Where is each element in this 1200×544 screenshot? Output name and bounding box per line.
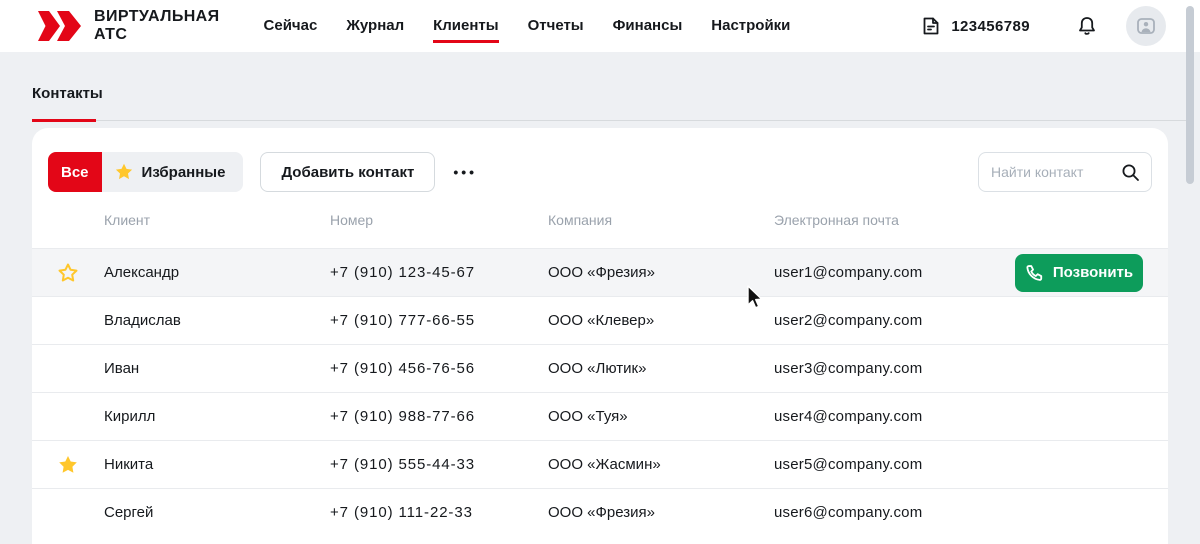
star-icon (114, 162, 134, 182)
contact-phone: +7 (910) 456-76-56 (330, 360, 476, 377)
contacts-toolbar: Все Избранные Добавить контакт ••• (32, 128, 1168, 192)
contact-company: ООО «Жасмин» (548, 456, 661, 473)
contact-name: Александр (104, 264, 180, 281)
notifications-button[interactable] (1076, 15, 1098, 37)
contact-email: user3@company.com (774, 360, 923, 377)
contact-name: Владислав (104, 312, 181, 329)
contact-email: user4@company.com (774, 408, 923, 425)
contact-phone: +7 (910) 777-66-55 (330, 312, 476, 329)
filter-favorites-label: Избранные (141, 163, 226, 181)
avatar[interactable] (1126, 6, 1166, 46)
favorite-star-outline-icon[interactable] (56, 261, 80, 285)
filter-favorites-button[interactable]: Избранные (101, 152, 244, 192)
table-row[interactable]: Кирилл +7 (910) 988-77-66 ООО «Туя» user… (32, 392, 1168, 440)
document-icon (920, 15, 942, 37)
search-input[interactable] (991, 164, 1120, 180)
contact-email: user6@company.com (774, 504, 923, 521)
header-company: Компания (548, 212, 613, 228)
tab-divider (32, 120, 1187, 121)
contacts-card: Все Избранные Добавить контакт ••• (32, 128, 1168, 544)
contact-name: Никита (104, 456, 154, 473)
search-icon[interactable] (1120, 162, 1141, 183)
header-client: Клиент (104, 212, 151, 228)
table-row[interactable]: Сергей +7 (910) 111-22-33 ООО «Фрезия» u… (32, 488, 1168, 536)
call-button-label: Позвонить (1052, 264, 1134, 281)
account-number: 123456789 (951, 17, 1030, 35)
brand-chevrons-icon (36, 11, 83, 41)
nav-item-settings[interactable]: Настройки (711, 17, 791, 34)
call-button[interactable]: Позвонить (1015, 253, 1143, 292)
contact-company: ООО «Фрезия» (548, 504, 655, 521)
nav-item-journal[interactable]: Журнал (346, 17, 405, 34)
phone-handset-icon (1025, 263, 1044, 282)
contact-name: Кирилл (104, 408, 156, 425)
brand-name: ВИРТУАЛЬНАЯ АТС (94, 8, 220, 43)
contact-company: ООО «Туя» (548, 408, 628, 425)
table-row[interactable]: Иван +7 (910) 456-76-56 ООО «Лютик» user… (32, 344, 1168, 392)
contact-company: ООО «Лютик» (548, 360, 647, 377)
table-row[interactable]: Владислав +7 (910) 777-66-55 ООО «Клевер… (32, 296, 1168, 344)
topbar: ВИРТУАЛЬНАЯ АТС Сейчас Журнал Клиенты Отч… (0, 0, 1200, 52)
contact-email: user1@company.com (774, 264, 923, 281)
header-email: Электронная почта (774, 212, 899, 228)
filter-segmented-control: Все Избранные (48, 152, 244, 192)
contact-company: ООО «Фрезия» (548, 264, 655, 281)
nav-item-now[interactable]: Сейчас (263, 17, 318, 34)
main-nav: Сейчас Журнал Клиенты Отчеты Финансы Нас… (263, 0, 791, 52)
brand-logo[interactable]: ВИРТУАЛЬНАЯ АТС (36, 8, 220, 44)
more-actions-button[interactable]: ••• (445, 152, 485, 192)
nav-item-finances[interactable]: Финансы (612, 17, 683, 34)
header-number: Номер (330, 212, 374, 228)
contact-name: Иван (104, 360, 140, 377)
contact-email: user2@company.com (774, 312, 923, 329)
table-row[interactable]: Александр +7 (910) 123-45-67 ООО «Фрезия… (32, 248, 1168, 296)
search-box (978, 152, 1152, 192)
contact-company: ООО «Клевер» (548, 312, 655, 329)
nav-item-clients[interactable]: Клиенты (433, 0, 500, 52)
contact-phone: +7 (910) 123-45-67 (330, 264, 476, 281)
tab-active-underline (32, 119, 96, 122)
filter-all-button[interactable]: Все (48, 152, 102, 192)
contact-phone: +7 (910) 555-44-33 (330, 456, 476, 473)
contact-name: Сергей (104, 504, 154, 521)
contact-email: user5@company.com (774, 456, 923, 473)
add-contact-button[interactable]: Добавить контакт (260, 152, 436, 192)
table-row[interactable]: Никита +7 (910) 555-44-33 ООО «Жасмин» u… (32, 440, 1168, 488)
table-header-row: Клиент Номер Компания Электронная почта (32, 192, 1168, 248)
nav-item-reports[interactable]: Отчеты (527, 17, 584, 34)
profile-icon (1135, 15, 1157, 37)
bell-icon (1076, 15, 1098, 37)
contact-phone: +7 (910) 111-22-33 (330, 504, 473, 521)
tab-contacts[interactable]: Контакты (32, 85, 103, 102)
page-scrollbar[interactable] (1186, 6, 1194, 184)
topbar-right: 123456789 (920, 6, 1166, 46)
account-button[interactable]: 123456789 (920, 15, 1030, 37)
contact-phone: +7 (910) 988-77-66 (330, 408, 476, 425)
favorite-star-filled-icon[interactable] (56, 453, 80, 477)
